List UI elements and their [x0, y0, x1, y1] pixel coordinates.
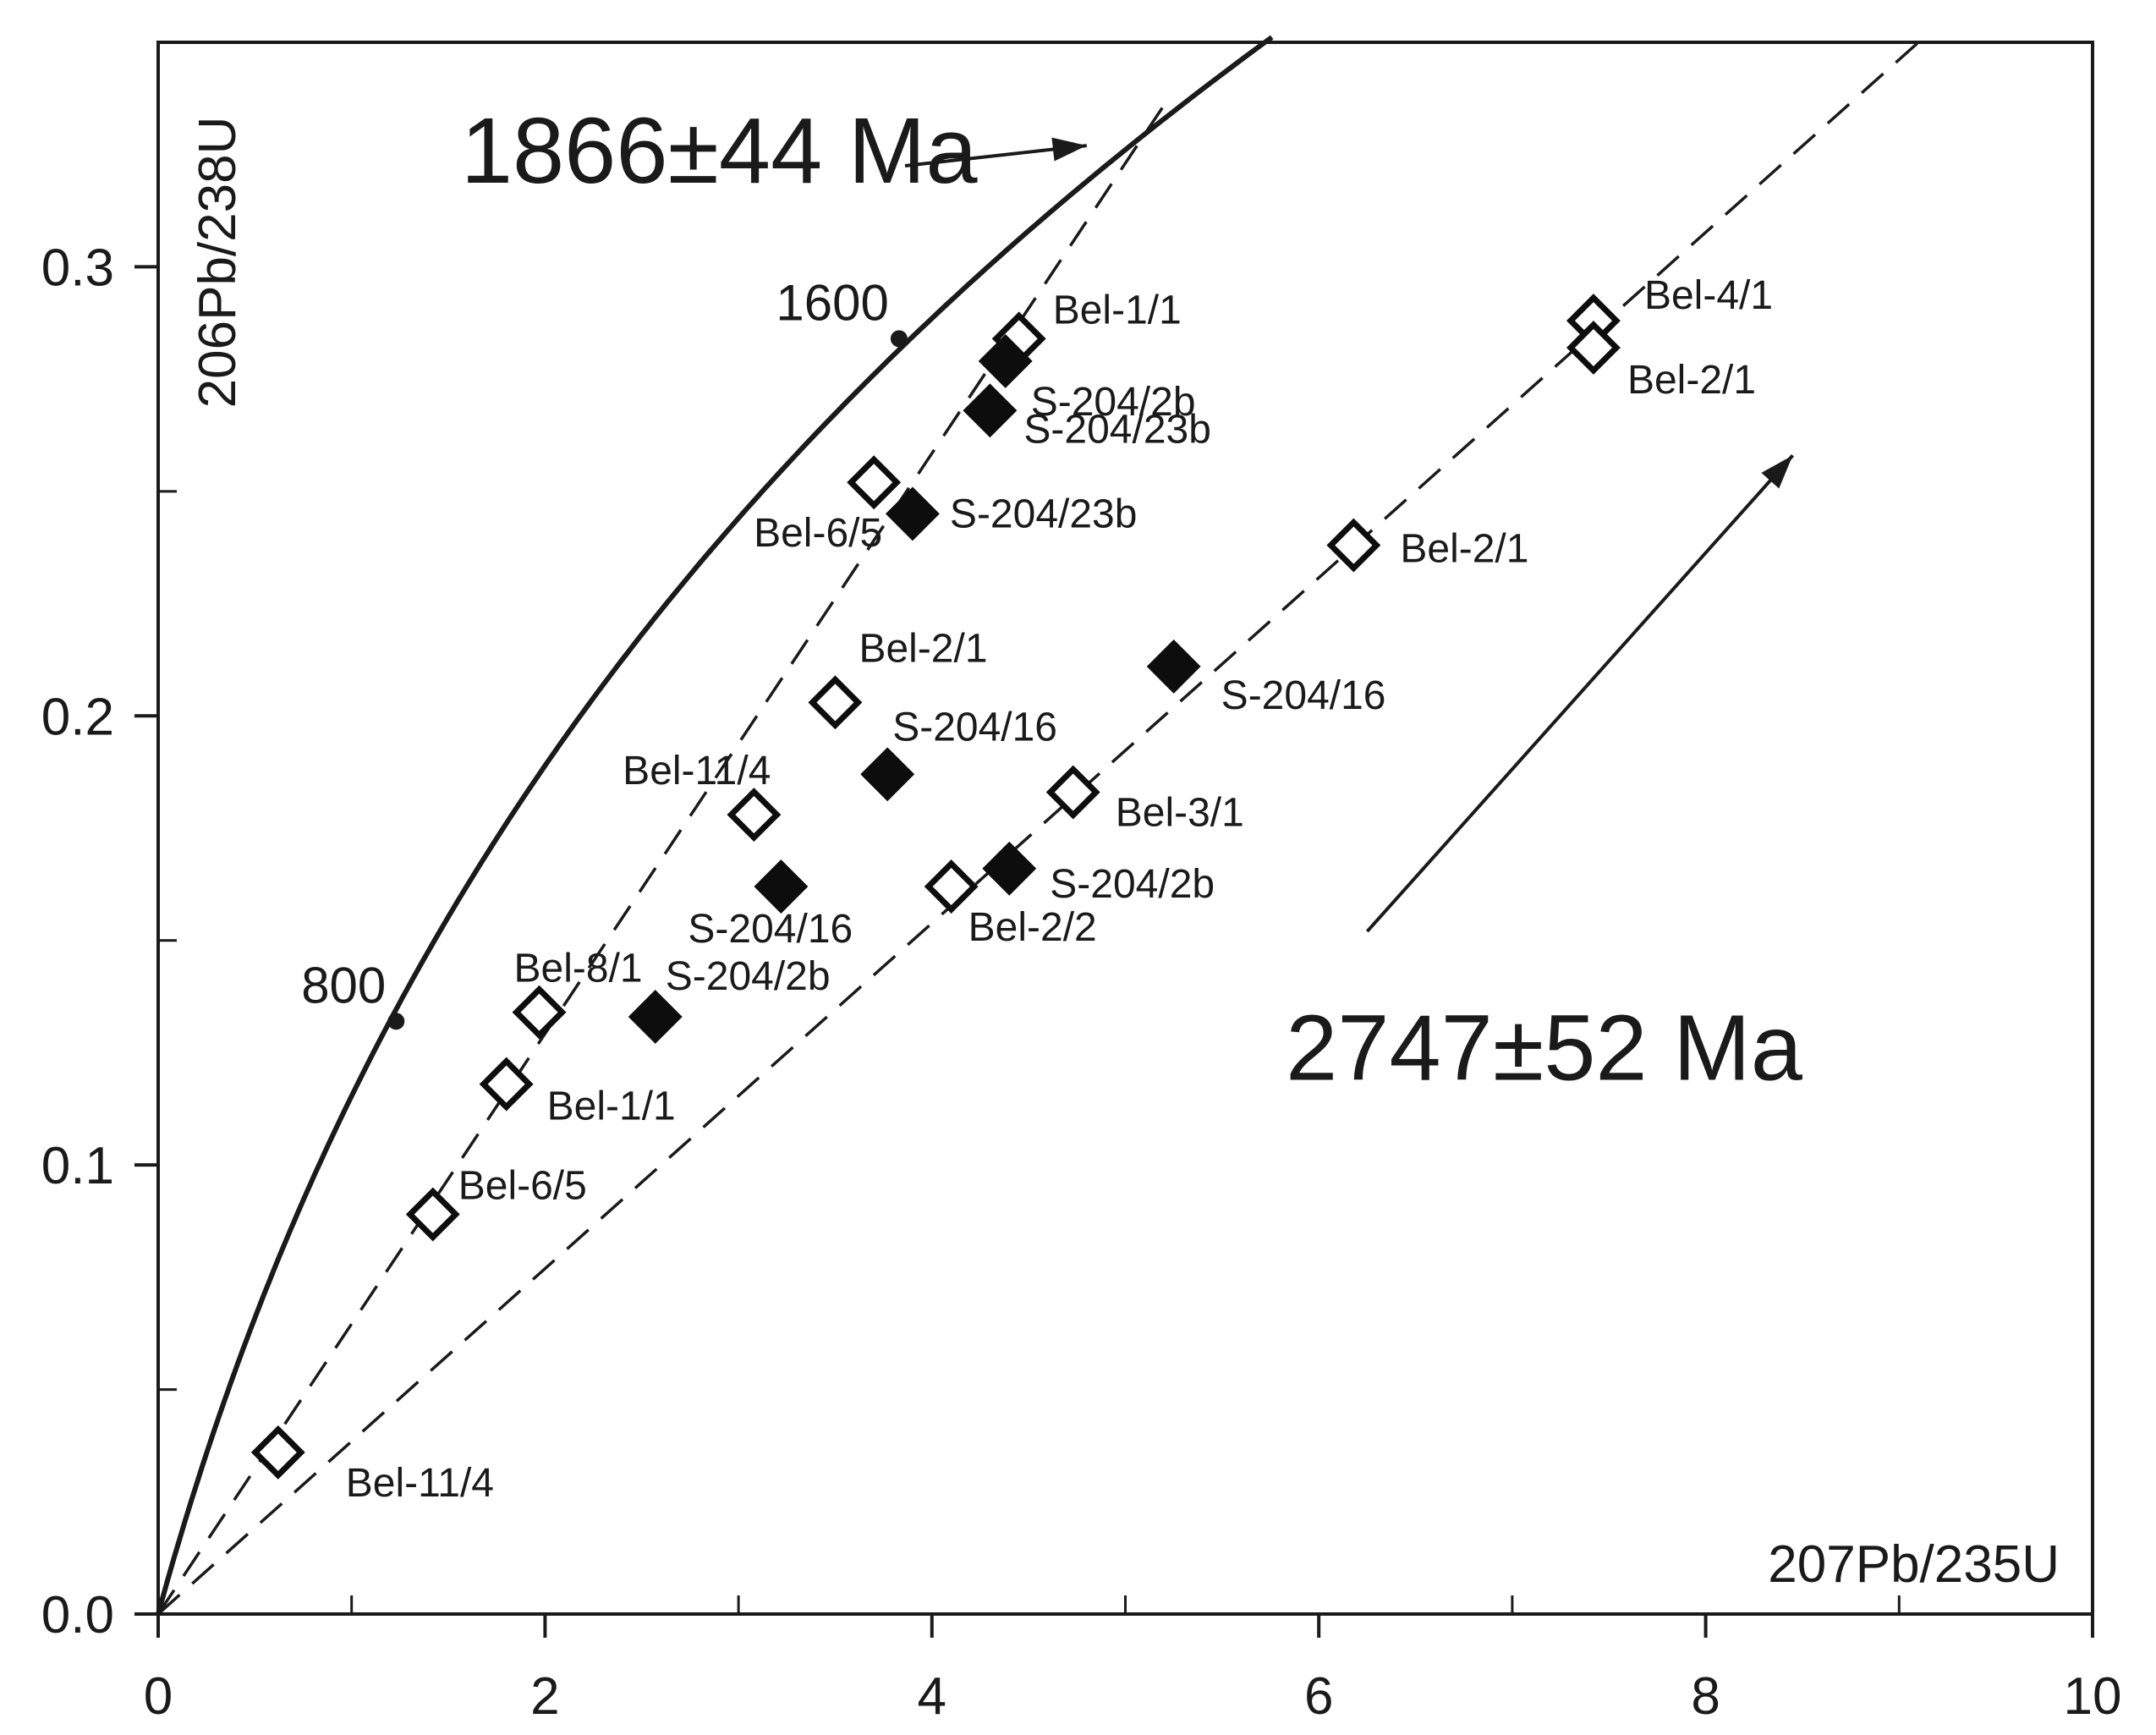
point-label: Bel-2/1 [1400, 527, 1528, 572]
point-label: Bel-2/1 [1627, 358, 1756, 403]
y-tick-label: 0.3 [41, 239, 114, 297]
point-label: S-204/16 [1221, 673, 1386, 718]
y-tick-label: 0.2 [41, 688, 114, 746]
x-tick-label: 2 [530, 1667, 559, 1726]
x-tick-label: 6 [1304, 1667, 1333, 1726]
point-label: Bel-6/5 [754, 511, 882, 556]
y-tick-label: 0.0 [41, 1586, 114, 1644]
filled-diamond-point [978, 333, 1033, 388]
filled-diamond-point [754, 859, 809, 914]
point-label: S-204/2b [1031, 380, 1196, 425]
point-label: S-204/16 [892, 705, 1057, 749]
y-tick-label: 0.1 [41, 1137, 114, 1195]
point-label: S-204/16 [688, 907, 853, 952]
age-arrow-head [1761, 455, 1793, 489]
point-label: S-204/2b [1050, 862, 1215, 907]
concordia-age-marker [890, 330, 908, 348]
y-axis-title: 206Pb/238U [189, 117, 247, 409]
open-diamond-point [1566, 321, 1621, 375]
point-label: S-204/23b [1023, 407, 1211, 452]
point-label: S-204/2b [666, 954, 831, 999]
filled-diamond-point [860, 747, 915, 802]
open-diamond-point [512, 985, 567, 1040]
open-diamond-point [405, 1187, 460, 1242]
point-label: Bel-1/1 [1053, 288, 1182, 332]
filled-diamond-point [963, 383, 1018, 438]
open-diamond-point [479, 1057, 534, 1112]
point-label: Bel-1/1 [547, 1084, 676, 1129]
discordia-line-2 [156, 41, 1920, 1616]
x-tick-label: 8 [1691, 1667, 1720, 1726]
open-diamond-point [808, 675, 863, 730]
open-diamond-point [847, 455, 902, 510]
open-diamond-point [727, 788, 782, 843]
point-label: Bel-11/4 [346, 1461, 494, 1506]
filled-diamond-point [1146, 639, 1201, 694]
point-label: Bel-4/1 [1644, 273, 1773, 318]
concordia-age-label: 800 [301, 957, 386, 1013]
open-diamond-point [924, 859, 979, 914]
point-label: S-204/23b [950, 491, 1138, 536]
filled-diamond-point [982, 841, 1037, 896]
x-tick-label: 0 [144, 1667, 173, 1726]
point-label: Bel-2/1 [859, 626, 987, 671]
concordia-age-label: 1600 [776, 274, 888, 331]
x-axis-title: 207Pb/235U [1768, 1535, 2060, 1594]
filled-diamond-point [628, 990, 683, 1044]
age-arrow-head [1051, 137, 1087, 162]
point-label: Bel-3/1 [1116, 791, 1244, 836]
age-arrow [1365, 454, 1795, 933]
x-tick-label: 4 [918, 1667, 946, 1726]
point-label: Bel-11/4 [623, 749, 771, 793]
concordia-age-marker [387, 1013, 405, 1030]
point-label: Bel-8/1 [514, 947, 643, 991]
concordia-curve [156, 35, 1274, 1615]
point-label: Bel-6/5 [458, 1164, 587, 1209]
point-label: Bel-2/2 [968, 905, 1097, 950]
open-diamond-point [1045, 765, 1100, 820]
age-annotation: 1866±44 Ma [461, 99, 979, 203]
age-annotation: 2747±52 Ma [1286, 997, 1803, 1101]
filled-diamond-point [885, 486, 940, 541]
open-diamond-point [1326, 518, 1381, 573]
open-diamond-point [250, 1425, 305, 1480]
x-tick-label: 10 [2064, 1667, 2122, 1726]
